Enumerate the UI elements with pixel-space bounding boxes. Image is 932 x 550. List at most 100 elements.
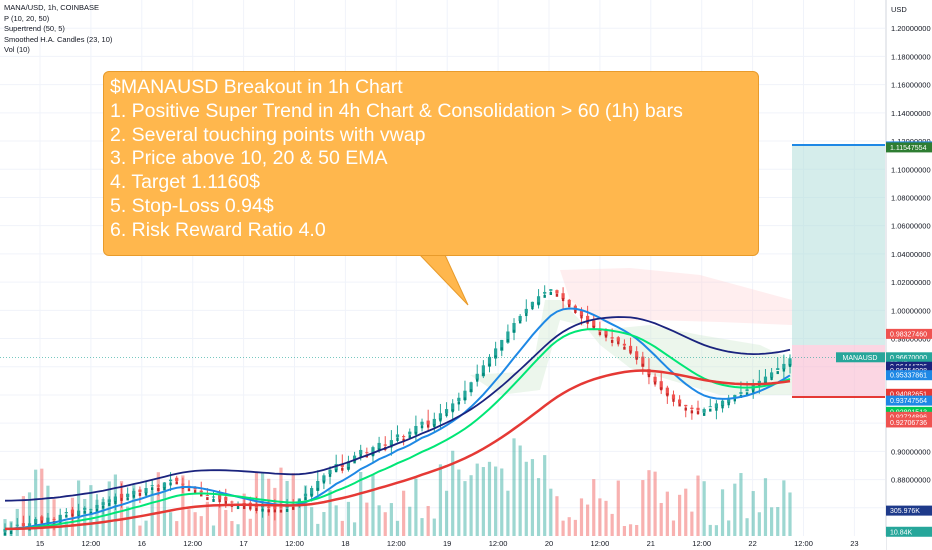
ha-candle xyxy=(279,509,283,513)
volume-bar xyxy=(144,520,148,536)
legend-indicator-supertrend[interactable]: Supertrend (50, 5) xyxy=(4,24,65,33)
candle-body xyxy=(788,358,792,366)
candle-body xyxy=(377,442,381,450)
candle-body xyxy=(371,447,375,456)
callout-title: $MANAUSD Breakout in 1h Chart xyxy=(110,76,403,98)
candle-body xyxy=(334,464,338,471)
volume-bar xyxy=(573,519,577,536)
legend-indicator-ema[interactable]: P (10, 20, 50) xyxy=(4,13,50,23)
ha-candle xyxy=(359,454,362,458)
volume-bar xyxy=(518,445,522,536)
candle-body xyxy=(408,431,412,435)
time-axis: 15 12:00 16 12:00 17 12:00 18 12:00 19 12:00 20 12:… xyxy=(0,536,886,550)
ha-candle xyxy=(249,506,252,510)
candle-body xyxy=(586,315,590,322)
candle-body xyxy=(205,495,209,497)
ha-candle xyxy=(506,339,510,343)
volume-bar xyxy=(530,459,535,536)
volume-bar xyxy=(230,521,234,536)
candle-body xyxy=(144,488,148,494)
ha-candle xyxy=(242,505,246,509)
x-tick-label: 23 xyxy=(850,539,858,548)
candle-body xyxy=(3,528,7,532)
x-tick-label: 12:00 xyxy=(591,539,610,548)
volume-bar xyxy=(303,485,308,536)
symbol-tag-label: MANAUSD xyxy=(842,355,877,362)
volume-bar xyxy=(739,473,743,536)
volume-bar xyxy=(444,490,449,536)
ha-candle xyxy=(273,509,277,513)
volume-bar xyxy=(310,507,314,536)
volume-bar xyxy=(119,481,124,536)
volume-bar xyxy=(126,506,130,536)
candle-body xyxy=(451,403,455,412)
legend-indicator-ha-candles[interactable]: Smoothed H.A. Candles (23, 10) xyxy=(4,34,113,44)
candle-body xyxy=(469,382,473,393)
x-tick-label: 12:00 xyxy=(489,539,508,548)
volume-bar xyxy=(377,505,381,536)
price-tag-label: 10.84K xyxy=(890,529,913,536)
ha-candle xyxy=(684,407,687,411)
ha-candle xyxy=(752,389,755,393)
y-tick-label: 0.90000000 xyxy=(891,447,931,456)
ha-candle xyxy=(727,402,730,406)
candle-body xyxy=(757,380,761,384)
volume-bar xyxy=(371,474,375,536)
candle-body xyxy=(156,485,160,487)
ha-candle xyxy=(144,492,148,496)
ha-candle xyxy=(138,492,142,496)
ha-candle xyxy=(101,505,105,509)
ha-candle xyxy=(745,392,749,396)
candle-body xyxy=(76,510,81,515)
volume-bar xyxy=(610,513,614,536)
price-tag-label: 0.98327460 xyxy=(890,331,927,338)
ha-candle xyxy=(518,320,522,324)
callout-line-4: 4. Target 1.1160$ xyxy=(110,171,260,194)
candle-body xyxy=(463,390,467,401)
volume-bar xyxy=(512,438,516,536)
candle-body xyxy=(561,293,565,300)
candle-body xyxy=(684,404,688,407)
candle-body xyxy=(635,351,639,359)
volume-bar xyxy=(678,494,682,536)
ha-candle xyxy=(89,511,93,515)
ha-candle xyxy=(9,530,13,534)
ha-candle xyxy=(598,332,602,336)
price-tag-label: 305.976K xyxy=(890,508,920,515)
ha-candle xyxy=(255,507,258,511)
volume-bar xyxy=(138,525,142,536)
callout-tail xyxy=(418,254,469,306)
x-tick-label: 19 xyxy=(443,539,451,548)
ha-candle xyxy=(788,363,792,367)
legend-indicator-volume[interactable]: Vol (10) xyxy=(4,45,30,54)
ha-candle xyxy=(617,341,620,345)
callout-line-2: 2. Several touching points with vwap xyxy=(110,123,426,146)
ha-candle xyxy=(414,431,418,435)
y-tick-label: 1.08000000 xyxy=(891,193,931,202)
ha-candle xyxy=(126,497,129,501)
volume-bar xyxy=(359,471,363,536)
ha-candle xyxy=(531,306,534,310)
candle-body xyxy=(175,477,179,481)
ha-candle xyxy=(776,371,779,375)
ha-candle xyxy=(770,376,773,380)
volume-bar xyxy=(132,484,136,536)
candle-body xyxy=(653,376,657,383)
volume-bar xyxy=(604,500,608,536)
ha-candle xyxy=(476,378,479,382)
ha-candle xyxy=(40,520,43,524)
x-tick-label: 15 xyxy=(36,539,44,548)
volume-bar xyxy=(524,461,528,536)
price-tag-label: 1.11547554 xyxy=(890,145,927,152)
price-tag xyxy=(886,370,932,381)
candle-body xyxy=(218,495,222,500)
candle-body xyxy=(34,519,38,524)
candle-body xyxy=(665,387,669,395)
candle-body xyxy=(211,496,216,498)
target-zone[interactable] xyxy=(792,145,885,345)
candle-body xyxy=(763,376,768,383)
candle-body xyxy=(132,490,136,495)
candle-body xyxy=(536,296,541,305)
candle-body xyxy=(592,320,596,328)
